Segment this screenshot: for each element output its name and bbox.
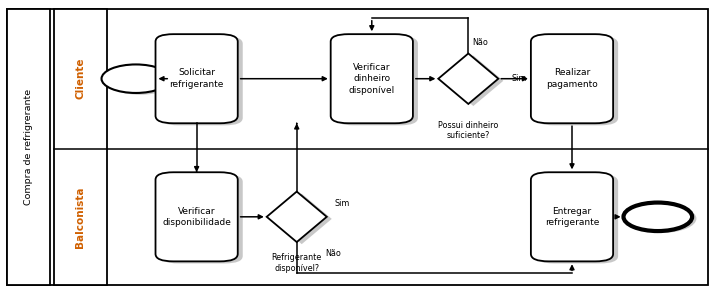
Polygon shape: [443, 56, 503, 106]
Text: Cliente: Cliente: [76, 58, 85, 99]
Text: Compra de refrigrerante: Compra de refrigrerante: [24, 89, 33, 205]
Text: Verificar
disponibilidade: Verificar disponibilidade: [162, 207, 231, 227]
Text: Sim: Sim: [335, 199, 350, 208]
FancyBboxPatch shape: [156, 34, 237, 123]
Text: Não: Não: [472, 38, 488, 47]
Text: Entregar
refrigerante: Entregar refrigerante: [545, 207, 599, 227]
FancyBboxPatch shape: [160, 174, 243, 263]
Text: Verificar
dinheiro
disponível: Verificar dinheiro disponível: [349, 63, 395, 95]
FancyBboxPatch shape: [330, 34, 413, 123]
FancyBboxPatch shape: [156, 172, 237, 261]
Text: Solicitar
refrigerante: Solicitar refrigerante: [169, 69, 224, 89]
FancyBboxPatch shape: [336, 36, 418, 125]
FancyBboxPatch shape: [160, 36, 243, 125]
FancyBboxPatch shape: [531, 34, 613, 123]
FancyBboxPatch shape: [536, 36, 618, 125]
FancyBboxPatch shape: [536, 174, 618, 263]
Text: Balconista: Balconista: [76, 186, 85, 248]
Text: Refrigerante
disponível?: Refrigerante disponível?: [272, 253, 322, 273]
Text: Realizar
pagamento: Realizar pagamento: [546, 69, 598, 89]
Circle shape: [102, 64, 170, 93]
Bar: [54, 9, 107, 285]
Circle shape: [106, 66, 174, 95]
Circle shape: [623, 203, 692, 231]
Text: Não: Não: [325, 249, 341, 257]
Polygon shape: [272, 194, 332, 244]
Text: Sim: Sim: [511, 74, 527, 83]
Bar: [7, 9, 50, 285]
Polygon shape: [267, 192, 327, 242]
Text: Possui dinheiro
suficiente?: Possui dinheiro suficiente?: [438, 121, 498, 140]
FancyBboxPatch shape: [531, 172, 613, 261]
Circle shape: [628, 204, 696, 233]
Polygon shape: [438, 53, 498, 104]
